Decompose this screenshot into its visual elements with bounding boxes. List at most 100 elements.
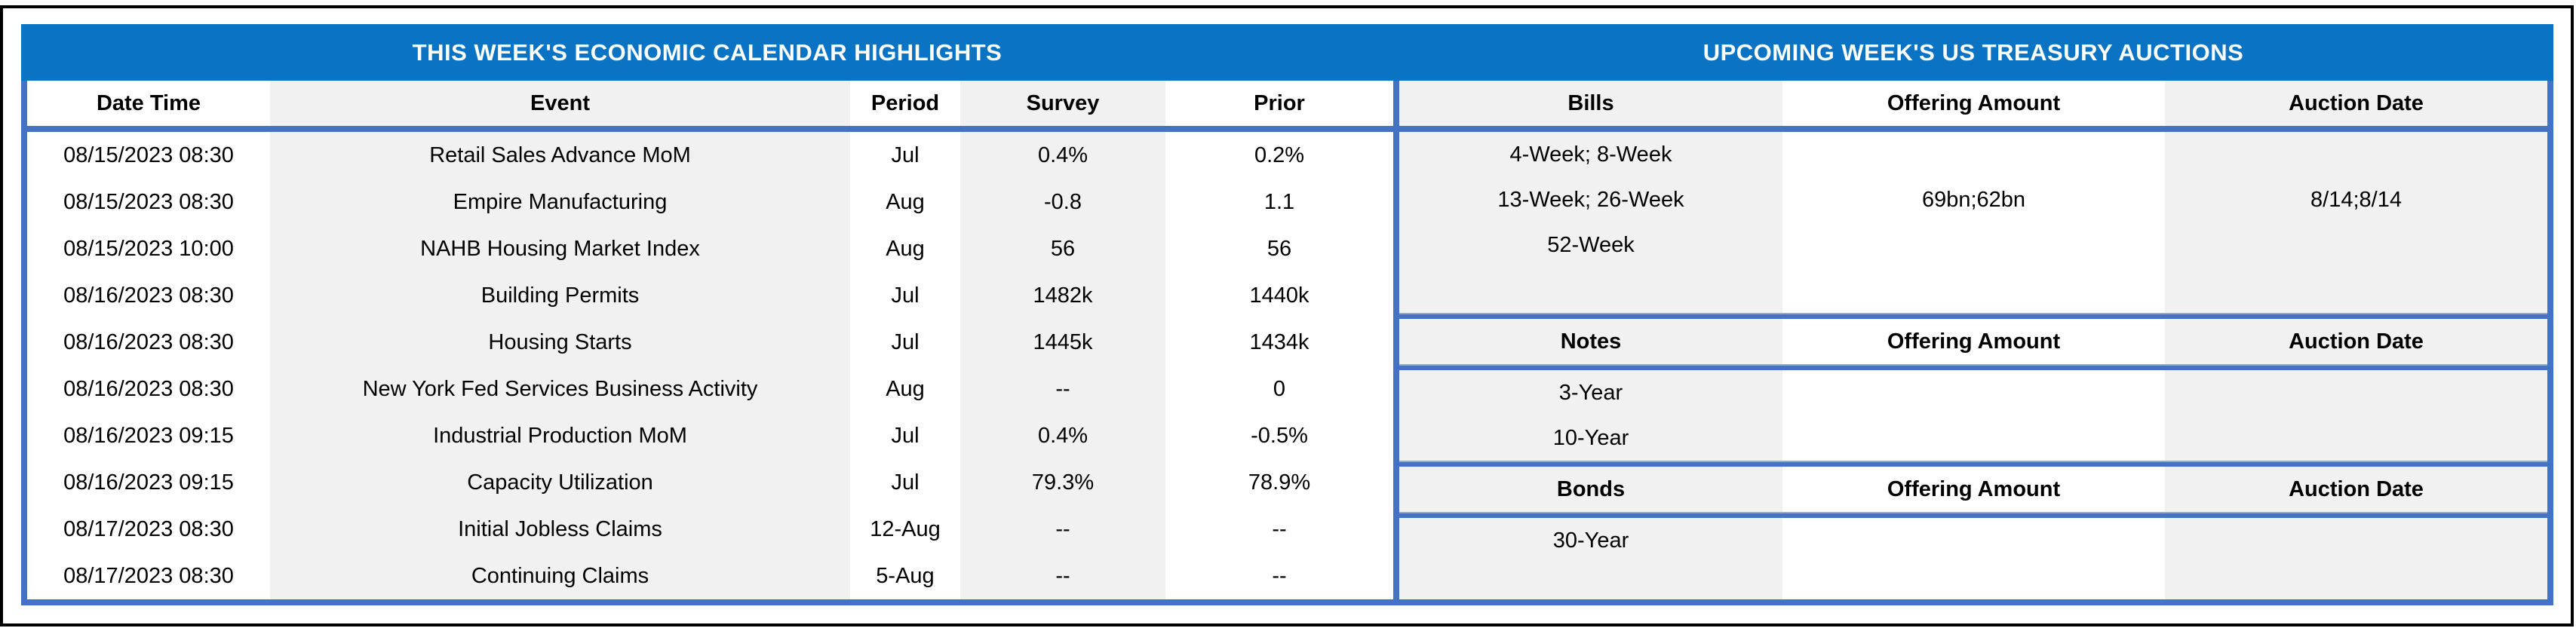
calendar-cell-survey: -- bbox=[960, 366, 1165, 412]
auction-cell-security bbox=[1399, 268, 1782, 313]
calendar-cell-period: Aug bbox=[850, 179, 960, 225]
column-header-bonds: Bonds bbox=[1399, 467, 1782, 512]
calendar-cell-prior: 78.9% bbox=[1165, 459, 1393, 506]
auction-table-row: 30-Year bbox=[1399, 518, 2547, 563]
auction-cell-auction-date bbox=[2165, 268, 2547, 313]
auction-cell-security: 30-Year bbox=[1399, 518, 1782, 563]
column-header-offering-amount: Offering Amount bbox=[1782, 81, 2165, 126]
column-header-event: Event bbox=[270, 81, 850, 126]
calendar-cell-survey: -- bbox=[960, 553, 1165, 599]
calendar-table-row: 08/15/2023 08:30 Empire Manufacturing Aug -… bbox=[27, 179, 1393, 225]
calendar-cell-survey: 56 bbox=[960, 225, 1165, 272]
weekly-report-table: THIS WEEK'S ECONOMIC CALENDAR HIGHLIGHTS… bbox=[21, 24, 2553, 605]
calendar-cell-event: Empire Manufacturing bbox=[270, 179, 850, 225]
auction-cell-auction-date bbox=[2165, 415, 2547, 461]
calendar-cell-date-time: 08/15/2023 08:30 bbox=[27, 179, 270, 225]
auction-cell-auction-date bbox=[2165, 222, 2547, 268]
calendar-cell-prior: 1440k bbox=[1165, 272, 1393, 319]
calendar-table-row: 08/16/2023 08:30 Housing Starts Jul 1445k 14… bbox=[27, 319, 1393, 366]
auctions-title: UPCOMING WEEK'S US TREASURY AUCTIONS bbox=[1702, 38, 2244, 66]
auction-cell-auction-date bbox=[2165, 518, 2547, 563]
calendar-cell-prior: 56 bbox=[1165, 225, 1393, 272]
empty-cell bbox=[1399, 563, 1782, 599]
table-content: Date Time Event Period Survey Prior 08/1… bbox=[21, 81, 2553, 605]
column-header-bills: Bills bbox=[1399, 81, 1782, 126]
calendar-cell-event: Continuing Claims bbox=[270, 553, 850, 599]
calendar-cell-period: Jul bbox=[850, 272, 960, 319]
calendar-cell-period: Aug bbox=[850, 225, 960, 272]
empty-cell bbox=[2165, 563, 2547, 599]
economic-calendar-section: Date Time Event Period Survey Prior 08/1… bbox=[21, 81, 1393, 605]
section-divider bbox=[1399, 512, 2547, 518]
calendar-table-row: 08/16/2023 09:15 Industrial Production Mo… bbox=[27, 412, 1393, 459]
calendar-cell-prior: 1.1 bbox=[1165, 179, 1393, 225]
calendar-cell-date-time: 08/16/2023 08:30 bbox=[27, 272, 270, 319]
section-divider bbox=[1399, 461, 2547, 467]
calendar-cell-event: NAHB Housing Market Index bbox=[270, 225, 850, 272]
bonds-rows: 30-Year bbox=[1399, 518, 2547, 563]
calendar-cell-survey: 1482k bbox=[960, 272, 1165, 319]
auction-cell-auction-date bbox=[2165, 370, 2547, 415]
bills-rows: 4-Week; 8-Week 13-Week; 26-Week 69bn;62bn 8… bbox=[1399, 132, 2547, 313]
auction-table-row: 52-Week bbox=[1399, 222, 2547, 268]
outer-frame: THIS WEEK'S ECONOMIC CALENDAR HIGHLIGHTS… bbox=[0, 5, 2574, 626]
calendar-cell-prior: -0.5% bbox=[1165, 412, 1393, 459]
auction-table-row: 10-Year bbox=[1399, 415, 2547, 461]
calendar-table-row: 08/15/2023 08:30 Retail Sales Advance MoM… bbox=[27, 132, 1393, 179]
calendar-rows: 08/15/2023 08:30 Retail Sales Advance MoM… bbox=[27, 132, 1393, 599]
calendar-cell-date-time: 08/16/2023 08:30 bbox=[27, 319, 270, 366]
calendar-cell-period: 12-Aug bbox=[850, 506, 960, 553]
auction-cell-security: 4-Week; 8-Week bbox=[1399, 132, 1782, 177]
calendar-header-row: Date Time Event Period Survey Prior bbox=[27, 81, 1393, 132]
auction-cell-security: 13-Week; 26-Week bbox=[1399, 177, 1782, 222]
auction-cell-offering-amount: 69bn;62bn bbox=[1782, 177, 2165, 222]
calendar-table-row: 08/17/2023 08:30 Initial Jobless Claims 12… bbox=[27, 506, 1393, 553]
auction-cell-auction-date: 8/14;8/14 bbox=[2165, 177, 2547, 222]
calendar-cell-prior: 0 bbox=[1165, 366, 1393, 412]
calendar-cell-period: Jul bbox=[850, 132, 960, 179]
notes-header-row: Notes Offering Amount Auction Date bbox=[1399, 319, 2547, 364]
auction-cell-security: 52-Week bbox=[1399, 222, 1782, 268]
column-header-date-time: Date Time bbox=[27, 81, 270, 126]
notes-rows: 3-Year 10-Year bbox=[1399, 370, 2547, 461]
bills-header-row: Bills Offering Amount Auction Date bbox=[1399, 81, 2547, 132]
auction-cell-auction-date bbox=[2165, 132, 2547, 177]
auction-table-row: 4-Week; 8-Week bbox=[1399, 132, 2547, 177]
title-band: THIS WEEK'S ECONOMIC CALENDAR HIGHLIGHTS… bbox=[21, 24, 2553, 81]
calendar-cell-event: Initial Jobless Claims bbox=[270, 506, 850, 553]
auction-cell-offering-amount bbox=[1782, 268, 2165, 313]
calendar-cell-period: Jul bbox=[850, 319, 960, 366]
auction-cell-offering-amount bbox=[1782, 132, 2165, 177]
calendar-cell-date-time: 08/15/2023 08:30 bbox=[27, 132, 270, 179]
section-divider bbox=[1399, 364, 2547, 370]
calendar-cell-event: Retail Sales Advance MoM bbox=[270, 132, 850, 179]
auction-table-row bbox=[1399, 268, 2547, 313]
calendar-cell-date-time: 08/15/2023 10:00 bbox=[27, 225, 270, 272]
calendar-cell-prior: 0.2% bbox=[1165, 132, 1393, 179]
auction-table-row: 13-Week; 26-Week 69bn;62bn 8/14;8/14 bbox=[1399, 177, 2547, 222]
calendar-cell-period: Aug bbox=[850, 366, 960, 412]
calendar-cell-period: 5-Aug bbox=[850, 553, 960, 599]
column-header-period: Period bbox=[850, 81, 960, 126]
bonds-header-row: Bonds Offering Amount Auction Date bbox=[1399, 467, 2547, 512]
column-header-offering-amount: Offering Amount bbox=[1782, 319, 2165, 364]
calendar-table-row: 08/17/2023 08:30 Continuing Claims 5-Aug --… bbox=[27, 553, 1393, 599]
calendar-table-row: 08/16/2023 08:30 New York Fed Services Bu… bbox=[27, 366, 1393, 412]
calendar-cell-prior: -- bbox=[1165, 506, 1393, 553]
calendar-cell-event: Housing Starts bbox=[270, 319, 850, 366]
calendar-cell-event: New York Fed Services Business Activity bbox=[270, 366, 850, 412]
calendar-cell-event: Building Permits bbox=[270, 272, 850, 319]
calendar-cell-survey: 0.4% bbox=[960, 412, 1165, 459]
empty-cell bbox=[1782, 563, 2165, 599]
treasury-auctions-section: Bills Offering Amount Auction Date 4-Wee… bbox=[1393, 81, 2553, 605]
calendar-cell-event: Capacity Utilization bbox=[270, 459, 850, 506]
calendar-cell-prior: -- bbox=[1165, 553, 1393, 599]
calendar-table-row: 08/16/2023 09:15 Capacity Utilization Jul 7… bbox=[27, 459, 1393, 506]
calendar-cell-prior: 1434k bbox=[1165, 319, 1393, 366]
calendar-table-row: 08/15/2023 10:00 NAHB Housing Market Inde… bbox=[27, 225, 1393, 272]
calendar-cell-survey: 79.3% bbox=[960, 459, 1165, 506]
calendar-table-row: 08/16/2023 08:30 Building Permits Jul 1482k… bbox=[27, 272, 1393, 319]
section-divider bbox=[1399, 313, 2547, 319]
column-header-offering-amount: Offering Amount bbox=[1782, 467, 2165, 512]
calendar-cell-period: Jul bbox=[850, 412, 960, 459]
